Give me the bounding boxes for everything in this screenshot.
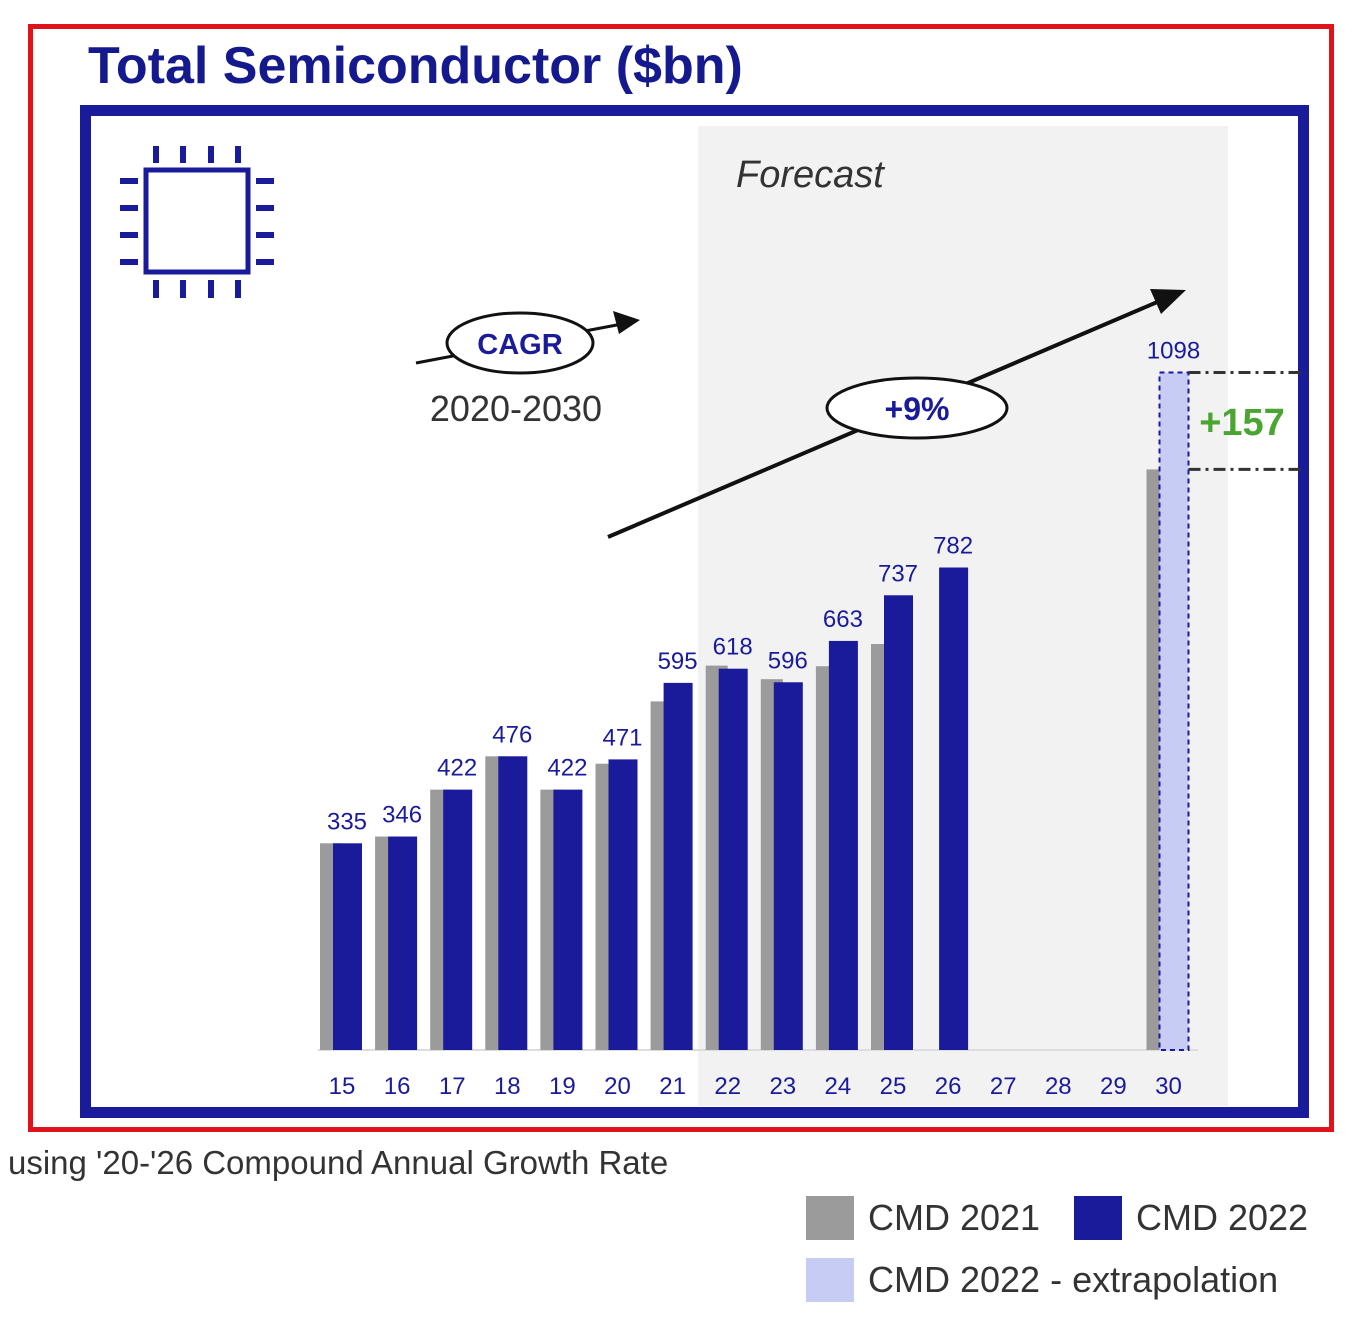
legend-item-cmd2022: CMD 2022 (1074, 1196, 1308, 1240)
bar-cmd2022-23 (773, 682, 803, 1050)
cagr-arrow (415, 311, 640, 375)
bar-cmd2022-26 (939, 567, 969, 1050)
data-label-25: 737 (878, 560, 918, 587)
data-label-22: 618 (713, 634, 753, 661)
x-tick-label-29: 29 (1100, 1073, 1127, 1100)
x-tick-label-17: 17 (439, 1073, 466, 1100)
data-label-24: 663 (823, 606, 863, 633)
chip-icon (120, 146, 274, 298)
footnote: using '20-'26 Compound Annual Growth Rat… (8, 1144, 669, 1181)
data-label-15: 335 (327, 808, 367, 835)
bar-cmd2022-18 (498, 756, 528, 1050)
legend-item-extrapolation: CMD 2022 - extrapolation (806, 1258, 1278, 1302)
chart-frame (80, 105, 1309, 1118)
data-label-20: 471 (602, 724, 642, 751)
page-title: Total Semiconductor ($bn) (88, 37, 743, 95)
bar-cmd2022-22 (718, 668, 748, 1050)
x-tick-label-18: 18 (494, 1073, 521, 1100)
bar-cmd2022-19 (553, 789, 583, 1050)
x-tick-label-26: 26 (935, 1073, 962, 1100)
legend-label-extrapolation: CMD 2022 - extrapolation (868, 1259, 1279, 1300)
data-label-26: 782 (933, 533, 973, 560)
bar-cmd2022-24 (828, 640, 858, 1050)
bar-cmd2022-16 (388, 836, 418, 1050)
bar-cmd2022-25 (884, 595, 913, 1050)
trend-arrow (607, 289, 1186, 539)
legend-label-cmd2021: CMD 2021 (868, 1197, 1041, 1238)
data-label-30: 1098 (1147, 338, 1200, 365)
legend-swatch-extrapolation (806, 1258, 854, 1302)
cagr-value: +9% (885, 391, 950, 427)
data-label-19: 422 (547, 755, 587, 782)
bar-cmd2022-17 (443, 789, 473, 1050)
cagr-label: CAGR (477, 329, 562, 361)
data-label-16: 346 (382, 802, 422, 829)
outer-frame (28, 24, 1334, 1132)
data-label-23: 596 (768, 647, 808, 674)
legend-swatch-cmd2022 (1074, 1196, 1122, 1240)
x-tick-label-22: 22 (714, 1073, 741, 1100)
data-label-21: 595 (658, 648, 698, 675)
bar-cmd2022-15 (333, 843, 362, 1050)
x-tick-label-21: 21 (659, 1073, 686, 1100)
bar-extrapolation-30 (1158, 371, 1190, 1051)
x-tick-label-15: 15 (329, 1073, 356, 1100)
forecast-label: Forecast (736, 154, 885, 196)
bar-cmd2022-20 (608, 759, 638, 1050)
cagr-period: 2020-2030 (430, 388, 602, 429)
x-tick-label-30: 30 (1155, 1073, 1182, 1100)
delta-label: +157 (1199, 402, 1285, 444)
legend-swatch-cmd2021 (806, 1196, 854, 1240)
data-label-17: 422 (437, 755, 477, 782)
x-tick-label-24: 24 (825, 1073, 852, 1100)
x-tick-label-20: 20 (604, 1073, 631, 1100)
x-tick-label-28: 28 (1045, 1073, 1072, 1100)
data-label-18: 476 (492, 721, 532, 748)
legend-item-cmd2021: CMD 2021 (806, 1196, 1040, 1240)
x-tick-label-23: 23 (769, 1073, 796, 1100)
x-tick-label-19: 19 (549, 1073, 576, 1100)
x-tick-label-27: 27 (990, 1073, 1017, 1100)
x-tick-label-16: 16 (384, 1073, 411, 1100)
legend-label-cmd2022: CMD 2022 (1136, 1197, 1309, 1238)
x-tick-label-25: 25 (880, 1073, 907, 1100)
bar-cmd2022-21 (663, 682, 693, 1050)
